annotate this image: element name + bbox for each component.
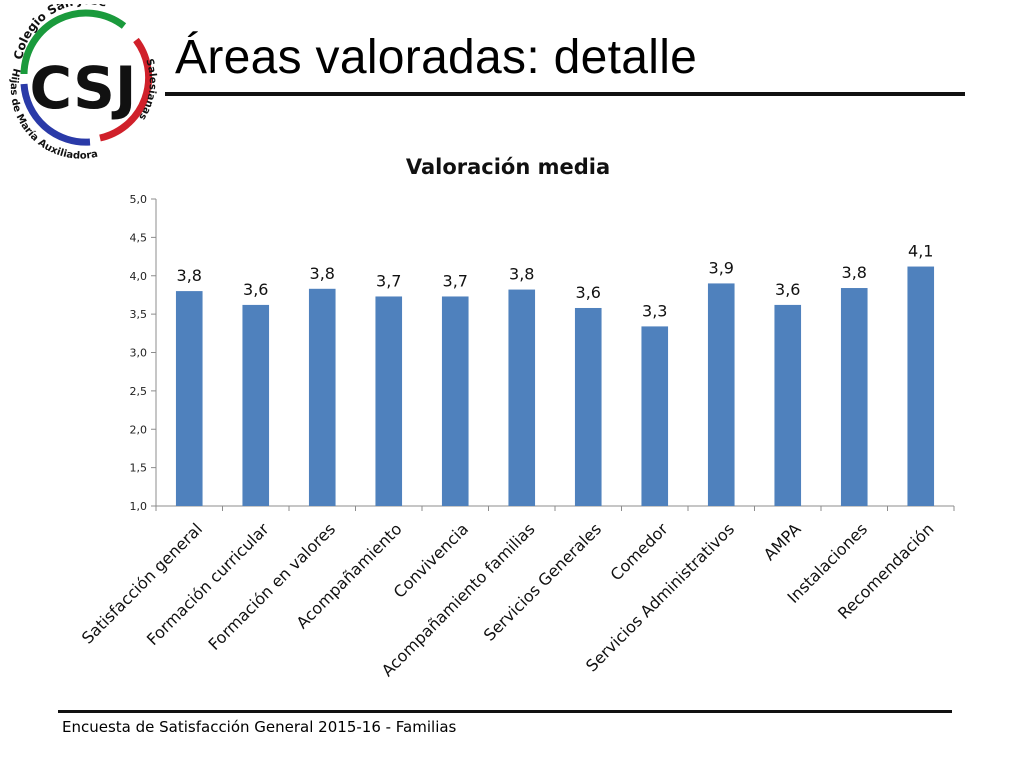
bar bbox=[574, 307, 602, 506]
bar bbox=[641, 326, 669, 506]
category-label: Servicios Generales bbox=[480, 519, 605, 644]
y-tick-label: 4,0 bbox=[130, 270, 148, 283]
data-label: 3,9 bbox=[709, 258, 734, 277]
chart-bars bbox=[175, 266, 935, 506]
school-logo: CSJ Colegio San José Salesianas Hijas de… bbox=[8, 4, 158, 162]
bar bbox=[242, 304, 270, 506]
bar bbox=[175, 291, 203, 506]
category-label: Comedor bbox=[607, 519, 672, 584]
logo-letters: CSJ bbox=[30, 54, 137, 122]
data-label: 3,7 bbox=[443, 271, 468, 290]
data-label: 3,7 bbox=[376, 271, 401, 290]
data-label: 3,8 bbox=[509, 265, 534, 284]
bar bbox=[907, 266, 935, 506]
bar bbox=[308, 288, 336, 506]
y-tick-label: 3,0 bbox=[130, 347, 148, 360]
category-label: Satisfacción general bbox=[78, 519, 206, 647]
footer-rule bbox=[58, 710, 952, 713]
slide-title: Áreas valoradas: detalle bbox=[175, 31, 698, 84]
data-label: 3,3 bbox=[642, 301, 667, 320]
bar bbox=[707, 283, 735, 506]
chart-axes: 1,0 1,5 2,0 2,5 3,0 3,5 4,0 4,5 5,0 bbox=[130, 193, 955, 513]
category-label: Formación curricular bbox=[143, 519, 273, 649]
y-tick-label: 2,0 bbox=[130, 423, 148, 436]
y-tick-label: 2,5 bbox=[130, 385, 148, 398]
y-tick-label: 4,5 bbox=[130, 231, 148, 244]
bar bbox=[840, 288, 868, 506]
chart-data-labels: 3,8 3,6 3,8 3,7 3,7 3,8 3,6 3,3 3,9 3,6 3,8 4,1 bbox=[177, 242, 934, 321]
logo-red-arc bbox=[99, 37, 153, 142]
data-label: 3,6 bbox=[576, 283, 601, 302]
footer-text: Encuesta de Satisfacción General 2015-16… bbox=[62, 718, 457, 736]
y-tick-label: 1,0 bbox=[130, 500, 148, 513]
category-label: Formación en valores bbox=[204, 519, 339, 654]
data-label: 3,8 bbox=[842, 263, 867, 282]
category-label: AMPA bbox=[760, 519, 805, 564]
bar bbox=[774, 304, 802, 506]
y-tick-label: 5,0 bbox=[130, 193, 148, 206]
logo-green-arc bbox=[20, 9, 127, 75]
logo-blue-arc bbox=[20, 83, 91, 146]
y-tick-label: 3,5 bbox=[130, 308, 148, 321]
data-label: 3,6 bbox=[243, 280, 268, 299]
data-label: 4,1 bbox=[908, 242, 933, 261]
data-label: 3,6 bbox=[775, 280, 800, 299]
bar bbox=[375, 296, 403, 506]
title-underline bbox=[165, 92, 965, 96]
chart-title: Valoración media bbox=[406, 155, 610, 179]
data-label: 3,8 bbox=[310, 264, 335, 283]
bar bbox=[441, 296, 469, 506]
data-label: 3,8 bbox=[177, 266, 202, 285]
bar bbox=[508, 289, 536, 506]
y-tick-label: 1,5 bbox=[130, 462, 148, 475]
